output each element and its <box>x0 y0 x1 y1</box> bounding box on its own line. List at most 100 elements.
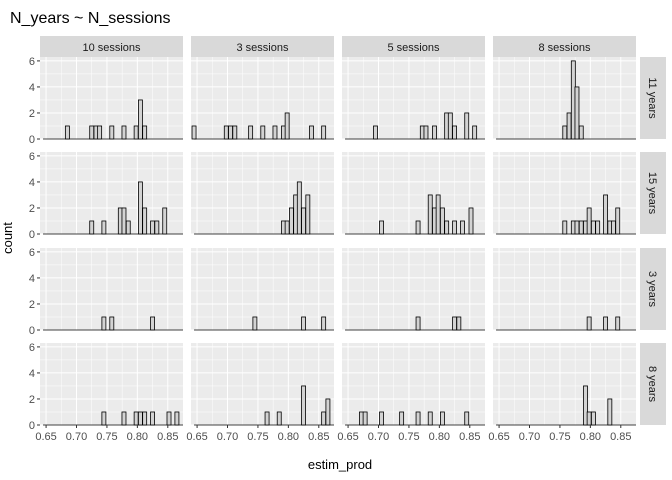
y-tick-label: 0 <box>29 229 35 241</box>
histogram-bar <box>321 411 327 426</box>
histogram-bar <box>562 220 568 235</box>
histogram-bar <box>89 125 95 140</box>
column-strip-0 <box>40 36 183 57</box>
histogram-bar <box>276 411 282 426</box>
y-tick-label: 2 <box>29 394 35 406</box>
histogram-bar <box>154 220 160 235</box>
histogram-bar <box>166 411 172 426</box>
histogram-bar <box>150 411 155 426</box>
row-strip-1 <box>640 152 666 234</box>
histogram-bar <box>109 125 115 140</box>
x-tick-label: 0.85 <box>157 431 178 443</box>
histogram-bar <box>586 207 592 235</box>
histogram-bar <box>264 411 270 426</box>
histogram-bar <box>301 207 306 235</box>
histogram-bar <box>137 411 143 426</box>
histogram-bar <box>150 316 155 331</box>
histogram-bar <box>325 398 331 426</box>
histogram-bar <box>142 125 148 140</box>
histogram-bar <box>574 86 580 140</box>
histogram-bar <box>305 194 311 235</box>
x-tick-label: 0.80 <box>127 431 148 443</box>
histogram-bar <box>615 316 621 331</box>
histogram-bar <box>150 220 155 235</box>
row-strip-label: 15 years <box>646 172 658 215</box>
row-strip-label: 8 years <box>646 366 658 403</box>
chart-title: N_years ~ N_sessions <box>10 10 171 27</box>
histogram-bar <box>578 125 584 140</box>
histogram-bar <box>232 125 238 140</box>
facet-panel <box>40 57 183 139</box>
histogram-bar <box>228 125 233 140</box>
histogram-bar <box>296 181 302 235</box>
row-strip-0 <box>640 57 666 139</box>
histogram-bar <box>121 207 127 235</box>
histogram-bar <box>603 194 608 235</box>
x-tick-label: 0.65 <box>186 431 207 443</box>
x-tick-label: 0.85 <box>308 431 329 443</box>
histogram-bar <box>133 411 139 426</box>
histogram-bar <box>64 125 70 140</box>
x-tick-label: 0.70 <box>217 431 238 443</box>
y-tick-label: 2 <box>29 203 35 215</box>
histogram-bar <box>252 316 258 331</box>
histogram-bar <box>452 316 457 331</box>
histogram-bar <box>603 316 608 331</box>
x-tick-label: 0.75 <box>247 431 268 443</box>
histogram-bar <box>191 125 197 140</box>
column-strip-1 <box>191 36 334 57</box>
histogram-bar <box>595 220 601 235</box>
y-tick-label: 4 <box>29 273 35 285</box>
histogram-bar <box>248 125 254 140</box>
histogram-bar <box>590 220 596 235</box>
x-tick-label: 0.80 <box>429 431 450 443</box>
x-axis-title: estim_prod <box>308 457 372 472</box>
histogram-bar <box>590 411 596 426</box>
x-tick-label: 0.70 <box>66 431 87 443</box>
histogram-bar <box>439 207 445 235</box>
histogram-bar <box>125 220 131 235</box>
y-tick-label: 0 <box>29 325 35 337</box>
histogram-bar <box>427 411 433 426</box>
histogram-bar <box>288 207 294 235</box>
histogram-bar <box>362 411 368 426</box>
histogram-bar <box>121 125 127 140</box>
histogram-bar <box>615 207 621 235</box>
histogram-bar <box>447 112 453 140</box>
histogram-bar <box>566 112 572 140</box>
histogram-bar <box>415 220 421 235</box>
histogram-bar <box>452 125 457 140</box>
column-strip-label: 8 sessions <box>539 42 591 54</box>
histogram-bar <box>415 316 421 331</box>
x-tick-label: 0.80 <box>278 431 299 443</box>
histogram-bar <box>435 194 441 235</box>
histogram-bar <box>109 316 115 331</box>
facet-panel <box>40 152 183 234</box>
column-strip-label: 3 sessions <box>237 42 289 54</box>
histogram-bar <box>142 207 148 235</box>
histogram-bar <box>472 125 478 140</box>
histogram-bar <box>121 411 127 426</box>
y-tick-label: 6 <box>29 151 35 163</box>
histogram-bar <box>399 411 405 426</box>
x-tick-label: 0.65 <box>35 431 56 443</box>
y-tick-label: 2 <box>29 108 35 120</box>
row-strip-2 <box>640 248 666 330</box>
y-tick-label: 4 <box>29 177 35 189</box>
histogram-bar <box>578 220 584 235</box>
facet-panel <box>40 248 183 330</box>
histogram-bar <box>607 398 613 426</box>
panels-layer: 10 sessions 3 sessions 5 sessions 8 session… <box>29 36 666 443</box>
histogram-bar <box>101 411 107 426</box>
x-tick-label: 0.80 <box>580 431 601 443</box>
histogram-bar <box>452 220 457 235</box>
y-tick-label: 2 <box>29 299 35 311</box>
facet-panel <box>493 248 636 330</box>
y-tick-label: 4 <box>29 368 35 380</box>
column-strip-2 <box>342 36 485 57</box>
histogram-bar <box>260 125 266 140</box>
histogram-bar <box>133 125 139 140</box>
histogram-bar <box>464 411 470 426</box>
histogram-bar <box>373 125 378 140</box>
row-strip-label: 11 years <box>646 77 658 119</box>
